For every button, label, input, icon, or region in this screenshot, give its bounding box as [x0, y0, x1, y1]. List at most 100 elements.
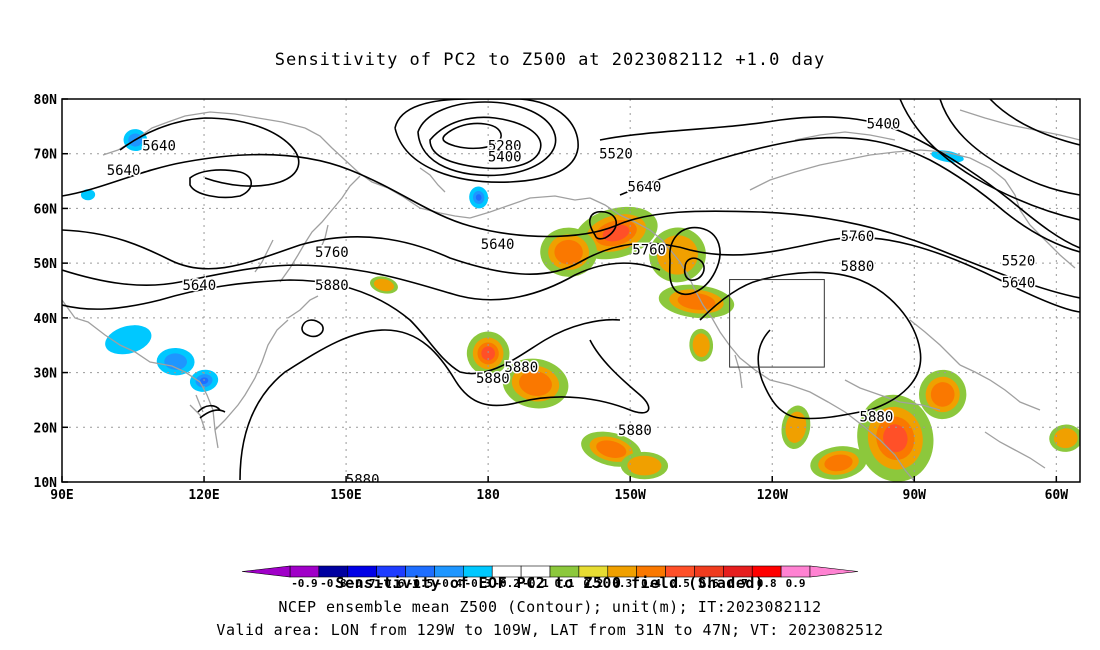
positive-sensitivity-region	[620, 451, 669, 480]
contour-label: 5880	[618, 423, 652, 439]
lat-tick-label: 10N	[34, 476, 58, 491]
z500-contour-line	[939, 99, 1080, 196]
coastline	[734, 354, 743, 389]
contour-label: 5880	[476, 371, 510, 387]
shading-level	[373, 278, 395, 292]
valid-area-caption: Valid area: LON from 129W to 109W, LAT f…	[216, 621, 884, 639]
coastline	[894, 149, 1076, 269]
axis-ticks: 90E 120E 150E 180 150W 120W 90W 60W 10N 20N 30N 40N…	[34, 93, 1069, 503]
colorbar-arrow-right	[809, 565, 859, 578]
positive-sensitivity-region	[502, 358, 569, 409]
shading-level	[677, 293, 716, 310]
lon-tick-label: 120E	[188, 488, 219, 503]
shading-level	[692, 333, 710, 358]
contour-label: 5880	[346, 472, 380, 488]
z500-contour-line	[119, 117, 300, 187]
coastline	[189, 404, 206, 431]
contour-label: 5760	[841, 229, 875, 245]
coastline	[844, 379, 941, 411]
positive-sensitivity-region	[919, 369, 967, 420]
contour-label: 5640	[628, 180, 662, 196]
colorbar-label: 0.4	[641, 577, 661, 590]
plot-frame	[61, 98, 1081, 483]
coastline	[589, 197, 916, 482]
lon-tick-label: 150E	[330, 488, 361, 503]
z500-contour-line	[683, 257, 705, 281]
z500-contours	[62, 99, 1080, 481]
positive-sensitivity-region	[370, 276, 398, 294]
contour-label: 5640	[107, 163, 141, 179]
gridlines	[62, 99, 1080, 482]
coastline	[909, 319, 961, 366]
colorbar-label: -0.6	[378, 577, 405, 590]
z500-contour-line	[417, 101, 557, 177]
colorbar-arrow-left	[241, 565, 291, 578]
coastline	[959, 364, 1041, 411]
lat-tick-label: 70N	[34, 148, 58, 163]
negative-sensitivity-region	[156, 347, 195, 376]
colorbar-label: 0.8	[757, 577, 777, 590]
positive-sensitivity-region	[781, 405, 811, 450]
colorbar-label: -0.5	[407, 577, 434, 590]
positive-sensitivity-region	[689, 328, 714, 362]
colorbar-label: -0.8	[320, 577, 347, 590]
colorbar-label: -0.9	[291, 577, 318, 590]
coastline	[469, 195, 591, 219]
colorbar-label: 0.9	[786, 577, 806, 590]
shading-level	[481, 346, 495, 361]
coastline	[794, 131, 896, 141]
colorbar-label: 0.2	[583, 577, 603, 590]
colorbar-label: -0.3	[465, 577, 492, 590]
lon-tick-label: 60W	[1045, 488, 1069, 503]
colorbar-label: 0.6	[699, 577, 719, 590]
negative-sensitivity-region	[80, 189, 96, 201]
contour-label: 5640	[481, 237, 515, 253]
shading-level	[105, 325, 152, 355]
z500-contour-line	[699, 271, 922, 420]
z500-contour-line	[599, 116, 1080, 249]
lon-tick-label: 180	[476, 488, 500, 503]
colorbar-label: -0.2	[493, 577, 520, 590]
z500-contour-line	[442, 122, 502, 150]
coastline	[984, 431, 1046, 469]
contour-label: 5880	[860, 409, 894, 425]
lat-tick-label: 30N	[34, 367, 58, 382]
coastline	[419, 167, 446, 193]
lat-tick-label: 50N	[34, 257, 58, 272]
shading-level	[824, 454, 853, 472]
coastline	[62, 299, 219, 449]
coastline	[287, 295, 319, 319]
z500-contour-line	[899, 99, 1080, 221]
valid-area-box	[729, 279, 825, 368]
negative-sensitivity-region	[469, 186, 489, 209]
colorbar-label: -0.1	[522, 577, 549, 590]
z500-contour-line	[589, 210, 618, 240]
z500-contour-line	[429, 116, 542, 170]
colorbar-label: -0.4	[436, 577, 463, 590]
colorbar-label: 0.3	[612, 577, 632, 590]
z500-contour-line	[62, 229, 1080, 313]
colorbar-label: 0.5	[670, 577, 690, 590]
negative-sensitivity-region	[105, 325, 152, 355]
contour-label: 5520	[599, 147, 633, 163]
z500-contour-line	[239, 329, 650, 481]
contour-label: 5880	[504, 360, 538, 376]
contour-label: 5640	[1002, 275, 1036, 291]
lat-tick-label: 20N	[34, 421, 58, 436]
lat-tick-label: 40N	[34, 312, 58, 327]
contour-label: 5640	[142, 139, 176, 155]
colorbar-label: 0.7	[728, 577, 748, 590]
positive-sensitivity-region	[574, 206, 658, 260]
shading-level	[785, 411, 807, 443]
contour-label: 5880	[841, 259, 875, 275]
lat-tick-label: 80N	[34, 93, 58, 108]
shading-level	[475, 194, 482, 201]
coastline	[749, 151, 896, 191]
z500-contour-line	[189, 169, 253, 199]
lon-tick-label: 90W	[903, 488, 927, 503]
colorbar-label: -0.7	[349, 577, 376, 590]
z500-contour-line	[62, 262, 661, 301]
colorbar-label: 0.1	[555, 577, 575, 590]
z500-contour-line	[668, 226, 721, 296]
